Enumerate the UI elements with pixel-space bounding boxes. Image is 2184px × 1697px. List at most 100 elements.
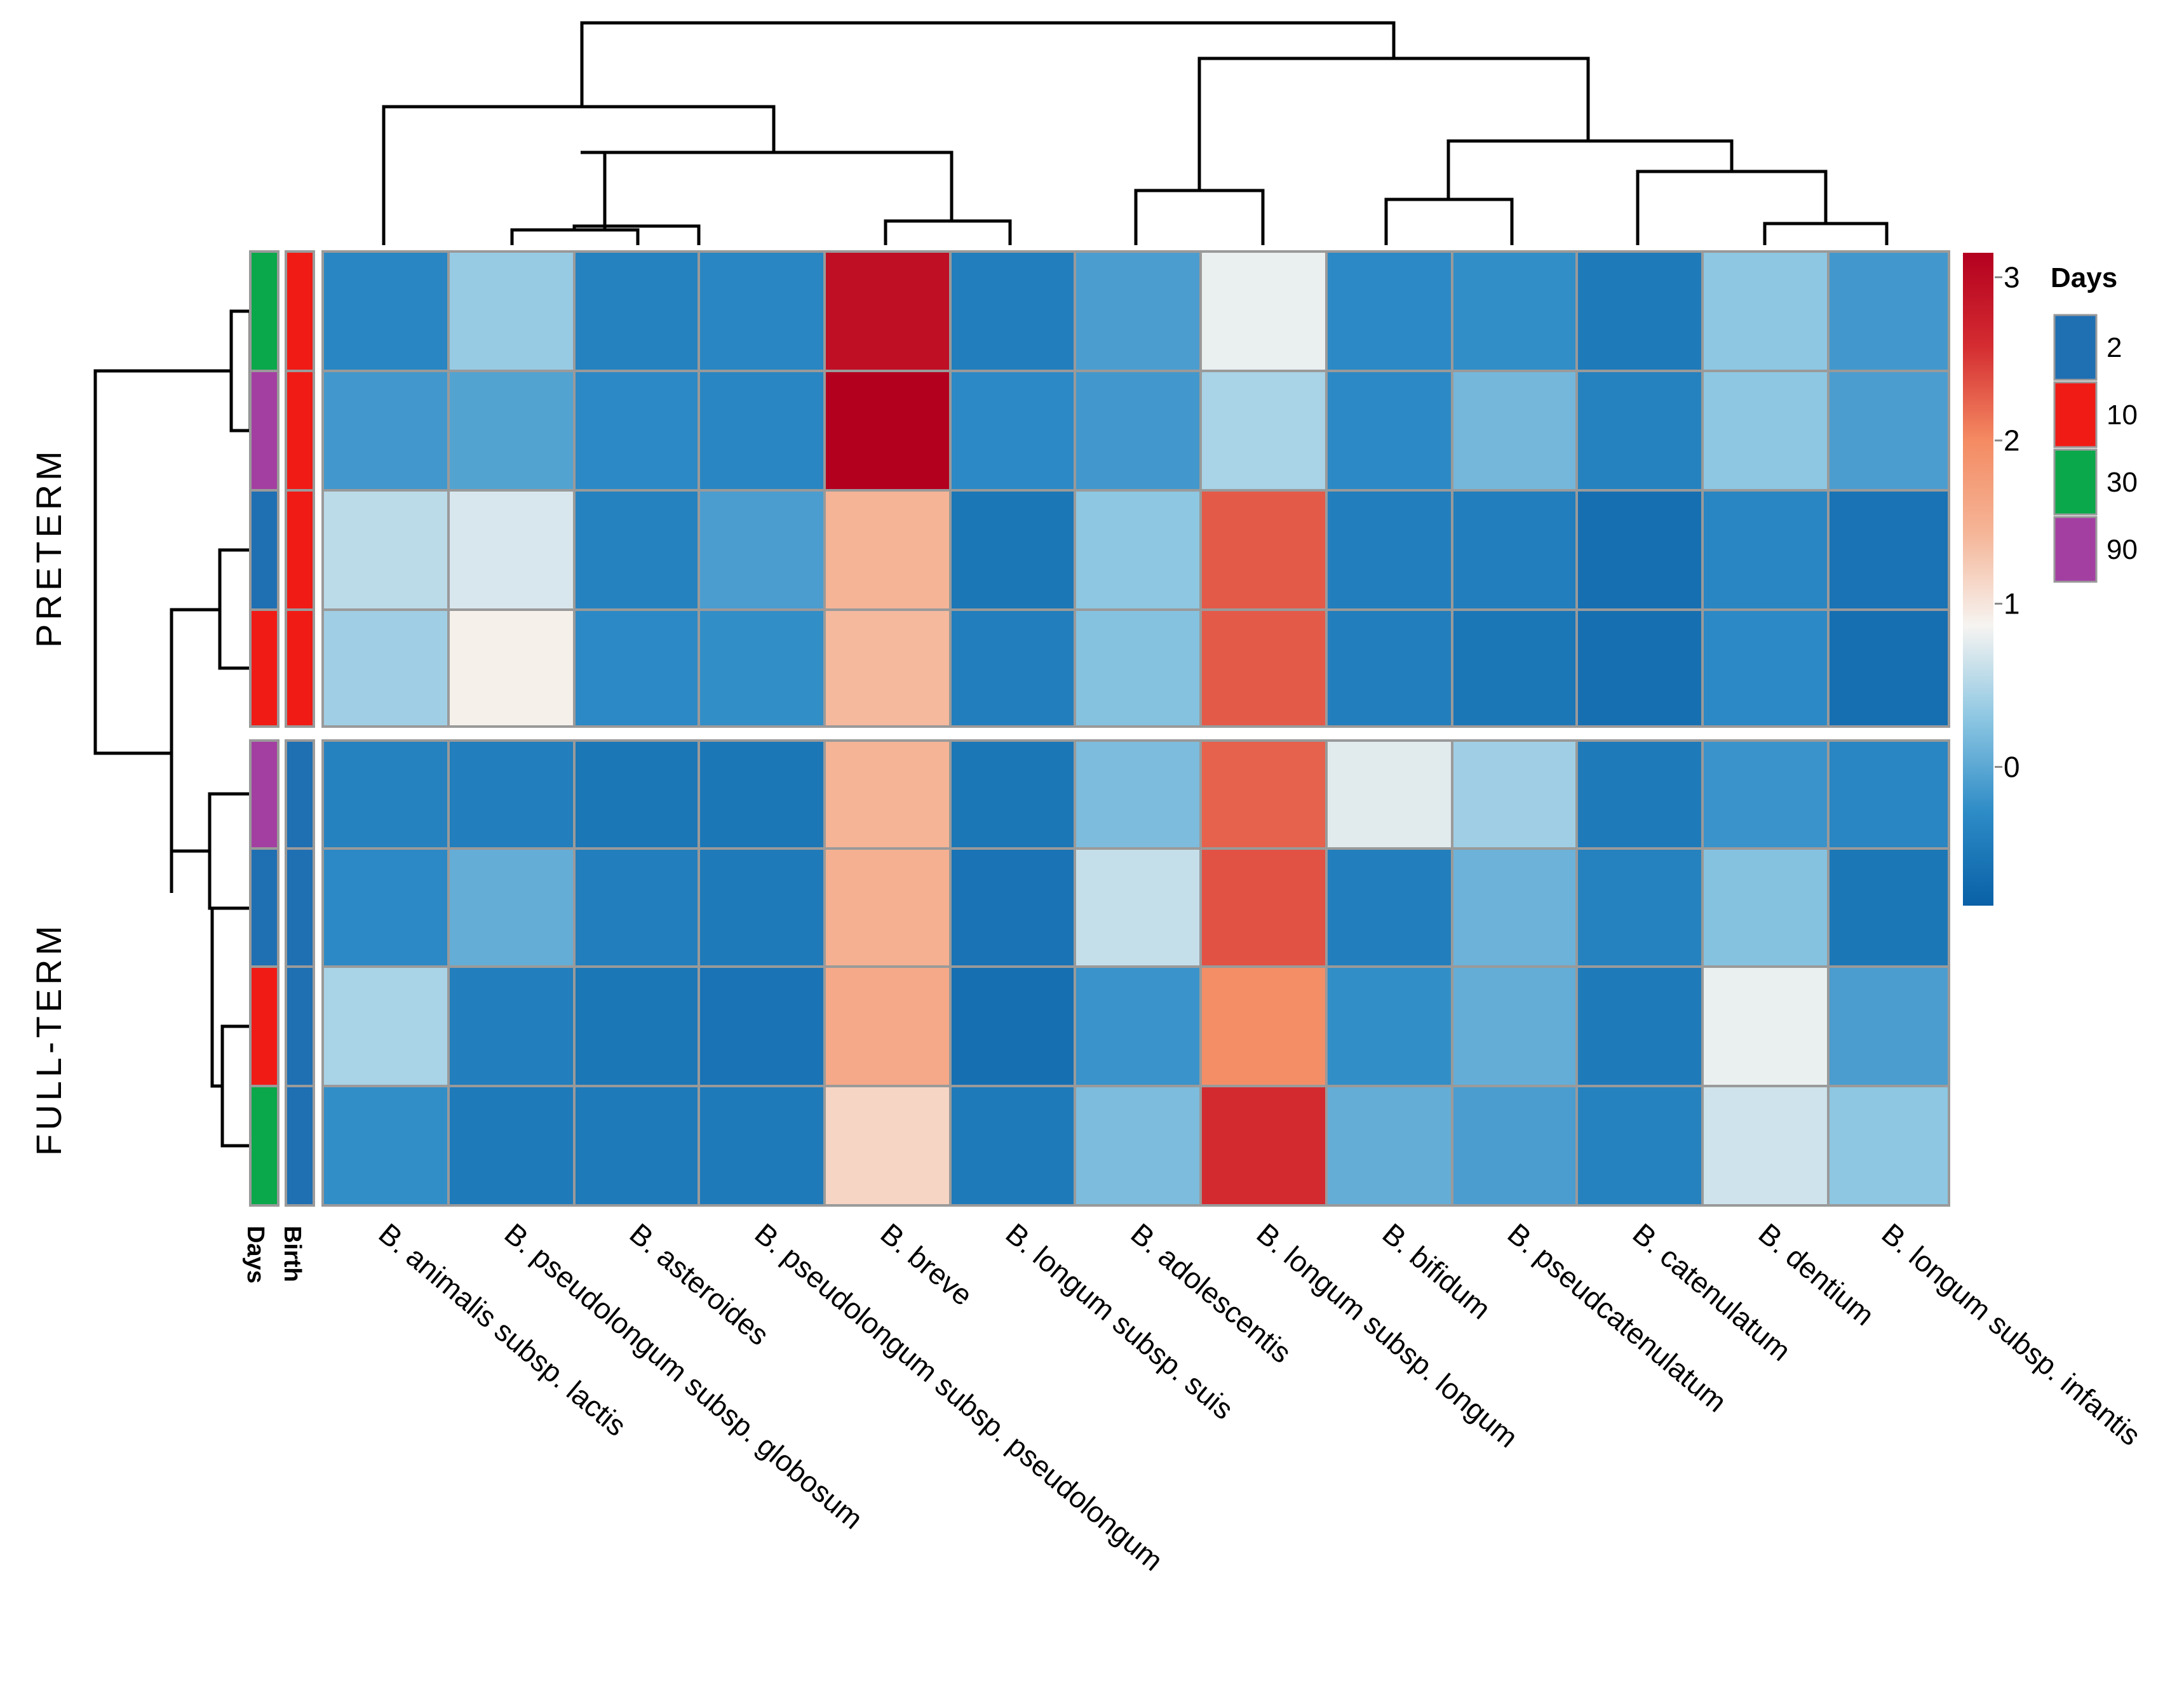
heatmap-cell [1074, 250, 1202, 372]
heatmap-cell [321, 608, 450, 728]
days-annotation-cell [249, 608, 280, 728]
heatmap-cell [1451, 965, 1578, 1087]
legend-swatch [2053, 448, 2098, 516]
heatmap-cell [1827, 608, 1950, 728]
column-label: B. pseudcatenulatum [1502, 1217, 1733, 1419]
heatmap-cell [573, 608, 700, 728]
heatmap-cell [447, 489, 576, 611]
heatmap-cell [321, 847, 450, 968]
heatmap-cell [1325, 489, 1453, 611]
heatmap-cell [1827, 1085, 1950, 1207]
heatmap-cell [1701, 965, 1830, 1087]
heatmap-cell [1325, 608, 1453, 728]
heatmap-cell [823, 370, 952, 492]
heatmap-cell [1074, 965, 1202, 1087]
heatmap-cell [1199, 847, 1328, 968]
heatmap-cell [321, 489, 450, 611]
dendrogram-branch [208, 792, 250, 910]
legend-item-label: 90 [2106, 534, 2138, 565]
days-legend: Days 2 10 30 90 [2051, 262, 2138, 583]
heatmap-cell [1827, 250, 1950, 372]
heatmap-cell [698, 965, 826, 1087]
heatmap-cell [823, 250, 952, 372]
column-label: B. longum subsp. infantis [1876, 1217, 2147, 1452]
legend-item-label: 2 [2106, 332, 2122, 363]
dendrogram-branch [218, 548, 250, 670]
heatmap-cell [1827, 489, 1950, 611]
column-label: B. animalis subsp. lactis [373, 1217, 633, 1442]
heatmap-cell [447, 370, 576, 492]
color-scale: 3 2 1 0 [1963, 253, 2020, 906]
birth-annotation-cell [285, 250, 315, 372]
heatmap-cell [698, 739, 826, 850]
heatmap-cell [573, 370, 700, 492]
heatmap-cell [949, 965, 1076, 1087]
heatmap-cell [1575, 739, 1704, 850]
heatmap-cell [1827, 739, 1950, 850]
row-annotations: Days Birth [242, 250, 315, 1284]
legend-swatch [2053, 516, 2098, 583]
column-label: B. longum subsp. suis [1000, 1217, 1240, 1426]
dendrogram-branch [580, 21, 1396, 107]
heatmap-cell [1199, 739, 1328, 850]
days-annotation-cell [249, 370, 280, 492]
column-label: B. dentium [1753, 1217, 1881, 1332]
dendrogram-branch [603, 151, 954, 230]
heatmap-cell [1451, 847, 1578, 968]
dendrogram-branch [229, 309, 252, 433]
birth-annotation-cell [285, 847, 315, 968]
column-dendrogram [382, 21, 1889, 245]
column-label: B. bifidum [1377, 1217, 1497, 1325]
row-group-label: PRETERM [29, 447, 69, 648]
heatmap-cell [1575, 965, 1704, 1087]
heatmap-cell [1451, 370, 1578, 492]
birth-annotation-cell [285, 739, 315, 850]
heatmap-cell [1074, 489, 1202, 611]
heatmap-cell [949, 250, 1076, 372]
heatmap-cell [573, 1085, 700, 1207]
days-annotation-cell [249, 847, 280, 968]
heatmap-cell [698, 489, 826, 611]
heatmap-cell [823, 739, 952, 850]
heatmap-cell [1701, 489, 1830, 611]
heatmap-cell [1701, 1085, 1830, 1207]
dendrogram-branch [572, 224, 701, 245]
heatmap-cell [447, 1085, 576, 1207]
heatmap-cell [949, 847, 1076, 968]
heatmap-cell [1701, 608, 1830, 728]
heatmap-cell [1074, 1085, 1202, 1207]
heatmap-cell [949, 370, 1076, 492]
heatmap-cell [1451, 739, 1578, 850]
heatmap-cell [573, 739, 700, 850]
row-group-labels: PRETERM FULL-TERM [29, 447, 69, 1156]
heatmap-cell [321, 1085, 450, 1207]
heatmap-cell [573, 250, 700, 372]
dendrogram-branch [210, 908, 222, 1088]
heatmap-cell [1199, 965, 1328, 1087]
heatmap-cell [321, 250, 450, 372]
heatmap-cell [1827, 847, 1950, 968]
legend-swatch [2053, 314, 2098, 381]
heatmap-cell [1074, 739, 1202, 850]
legend-swatch [2053, 381, 2098, 448]
birth-annotation-label: Birth [279, 1226, 306, 1282]
heatmap-cell [698, 250, 826, 372]
heatmap-cell [1701, 370, 1830, 492]
color-scale-bar [1963, 253, 1993, 906]
heatmap-cell [1575, 847, 1704, 968]
heatmap-cell [1451, 250, 1578, 372]
dendrogram-branch [1197, 57, 1590, 191]
heatmap-cell [1325, 847, 1453, 968]
days-annotation-cell [249, 250, 280, 372]
days-annotation-label: Days [242, 1226, 269, 1284]
legend-item-label: 10 [2106, 399, 2138, 431]
dendrogram-branch [1636, 170, 1828, 245]
birth-annotation-cell [285, 608, 315, 728]
legend-title: Days [2051, 262, 2117, 293]
heatmap-cells [321, 250, 1950, 1207]
dendrogram-branch [220, 1024, 250, 1148]
heatmap-cell [698, 370, 826, 492]
heatmap-cell [1074, 847, 1202, 968]
heatmap-cell [447, 608, 576, 728]
